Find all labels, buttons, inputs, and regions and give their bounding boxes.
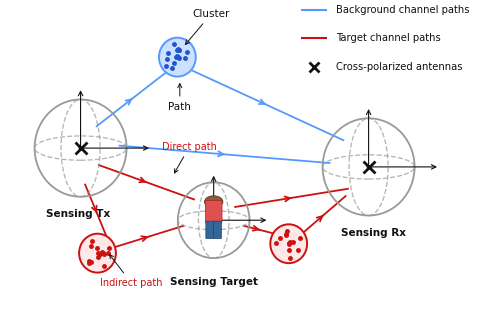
FancyBboxPatch shape: [214, 221, 222, 239]
Ellipse shape: [159, 38, 196, 77]
Circle shape: [204, 196, 223, 208]
Text: Cross-polarized antennas: Cross-polarized antennas: [336, 61, 462, 72]
Text: Sensing Rx: Sensing Rx: [341, 228, 406, 238]
Text: Sensing Tx: Sensing Tx: [46, 209, 110, 219]
FancyBboxPatch shape: [206, 221, 214, 239]
Text: Background channel paths: Background channel paths: [336, 5, 469, 15]
Text: Direct path: Direct path: [162, 141, 217, 173]
Text: Indirect path: Indirect path: [100, 255, 162, 288]
Text: Path: Path: [168, 83, 191, 112]
Text: Cluster: Cluster: [186, 9, 230, 44]
Ellipse shape: [79, 234, 116, 272]
Text: Sensing Target: Sensing Target: [170, 277, 258, 287]
Ellipse shape: [270, 224, 307, 263]
FancyBboxPatch shape: [206, 201, 222, 223]
Text: Target channel paths: Target channel paths: [336, 33, 441, 43]
